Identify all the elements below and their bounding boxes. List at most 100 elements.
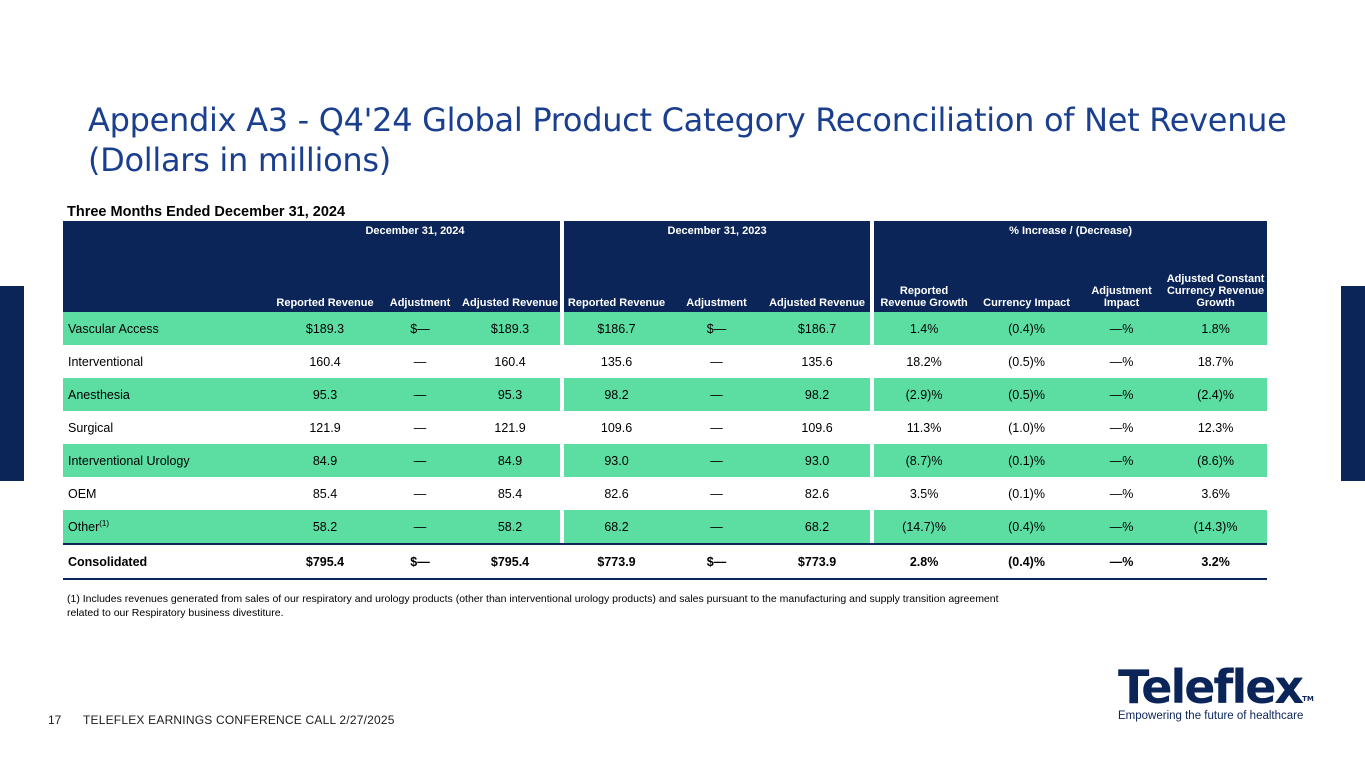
table-cell: $—: [380, 543, 460, 580]
page-title-line2: (Dollars in millions): [88, 141, 391, 179]
column-header-currency-impact: Currency Impact: [974, 241, 1080, 312]
table-cell: 109.6: [801, 420, 833, 435]
table-cell: (0.4)%: [974, 510, 1080, 544]
table-cell: 109.6: [600, 420, 633, 435]
table-cell: 95.3: [460, 378, 561, 411]
table-cell: —: [413, 486, 427, 501]
table-cell: —%: [1109, 420, 1134, 435]
table-cell: —: [380, 378, 460, 411]
table-cell: (2.9)%: [874, 378, 975, 411]
column-header-adjusted-revenue-2024: Adjusted Revenue: [460, 241, 561, 312]
column-header-reported-revenue-growth: Reported Revenue Growth: [874, 241, 975, 312]
table-cell: —: [669, 510, 765, 544]
table-cell: 98.2: [764, 378, 871, 411]
table-cell: —: [413, 354, 427, 369]
table-row: Interventional Urology 84.9—84.9 93.0—93.0…: [63, 444, 1268, 477]
table-cell: (0.4)%: [974, 543, 1080, 580]
table-cell: (0.4)%: [974, 312, 1080, 345]
table-cell: —%: [1079, 312, 1165, 345]
table-cell: $186.7: [764, 312, 871, 345]
table-cell: 1.4%: [874, 312, 975, 345]
logo-tagline: Empowering the future of healthcare: [1118, 710, 1304, 722]
table-cell: (0.1)%: [974, 444, 1080, 477]
row-label: Other(1): [63, 510, 270, 544]
table-cell: 95.3: [270, 378, 380, 411]
table-cell: —%: [1109, 354, 1134, 369]
table-cell: —: [669, 378, 765, 411]
row-label: Interventional Urology: [63, 444, 270, 477]
table-cell: (2.4)%: [1164, 378, 1268, 411]
teleflex-logo: TeleflexTM Empowering the future of heal…: [1118, 662, 1330, 722]
table-cell: 98.2: [564, 378, 670, 411]
table-cell: —: [380, 444, 460, 477]
column-header-blank: [63, 241, 270, 312]
table-cell: 135.6: [801, 354, 833, 369]
column-header-adjusted-revenue-2023: Adjusted Revenue: [764, 241, 871, 312]
table-cell: 2.8%: [874, 543, 975, 580]
table-cell: (0.1)%: [1008, 486, 1045, 501]
table-cell: —%: [1109, 486, 1134, 501]
table-cell: 58.2: [460, 510, 561, 544]
table-cell: —: [710, 354, 723, 369]
table-cell: —: [710, 420, 723, 435]
table-cell: 3.6%: [1201, 486, 1230, 501]
table-cell: 82.6: [804, 486, 830, 501]
table-row: Consolidated $795.4 $— $795.4 $773.9 $— $773.9…: [63, 543, 1268, 580]
table-cell: 3.5%: [909, 486, 939, 501]
logo-trademark: TM: [1302, 695, 1314, 703]
group-header-row: December 31, 2024 December 31, 2023 % In…: [63, 221, 1268, 241]
table-row: Anesthesia 95.3—95.3 98.2—98.2 (2.9)% (0.5)%…: [63, 378, 1268, 411]
table-cell: 160.4: [309, 354, 341, 369]
footnote: (1) Includes revenues generated from sal…: [67, 593, 999, 619]
table-cell: $189.3: [460, 312, 561, 345]
table-row: Interventional 160.4 — 160.4 135.6 — 135.6 18.2…: [63, 345, 1267, 378]
page-title-line1: Appendix A3 - Q4'24 Global Product Categ…: [88, 101, 1287, 139]
table-cell: $795.4: [270, 543, 380, 580]
footer-text: TELEFLEX EARNINGS CONFERENCE CALL 2/27/2…: [83, 713, 395, 727]
table-cell: 93.0: [564, 444, 670, 477]
table-cell: 84.9: [460, 444, 561, 477]
table-cell: 160.4: [494, 354, 526, 369]
table-cell: (8.6)%: [1164, 444, 1268, 477]
table-cell: —%: [1079, 378, 1165, 411]
table-cell: 18.2%: [906, 354, 942, 369]
row-label: Anesthesia: [63, 378, 270, 411]
page-number: 17: [48, 713, 62, 727]
table-cell: 3.2%: [1164, 543, 1268, 580]
table-cell: $186.7: [564, 312, 670, 345]
table-cell: 68.2: [564, 510, 670, 544]
table-cell: 85.4: [497, 486, 523, 501]
column-header-adj-cc-revenue-growth: Adjusted Constant Currency Revenue Growt…: [1164, 241, 1268, 312]
table-cell: 11.3%: [906, 420, 942, 435]
logo-wordmark: TeleflexTM: [1118, 660, 1314, 714]
table-cell: —%: [1079, 444, 1165, 477]
row-label: Surgical: [68, 420, 114, 435]
table-cell: $—: [669, 543, 765, 580]
column-header-adjustment-impact: Adjustment Impact: [1079, 241, 1165, 312]
table-cell: 12.3%: [1197, 420, 1234, 435]
table-cell: 1.8%: [1164, 312, 1268, 345]
table-cell: (0.5)%: [1008, 354, 1045, 369]
table-row: Surgical 121.9 — 121.9 109.6 — 109.6 11.3% (1.0)…: [63, 411, 1267, 444]
row-label: OEM: [68, 486, 97, 501]
reconciliation-table: December 31, 2024 December 31, 2023 % In…: [63, 221, 1268, 580]
table-cell: (0.5)%: [974, 378, 1080, 411]
table-cell: 82.6: [604, 486, 629, 501]
table-cell: —%: [1079, 510, 1165, 544]
table-body: Vascular Access $189.3 $— $189.3 $186.7 $— $18…: [63, 312, 1268, 580]
column-header-reported-revenue-2024: Reported Revenue: [270, 241, 380, 312]
group-header-blank: [63, 221, 270, 241]
group-header-pct-change: % Increase / (Decrease): [874, 221, 1268, 241]
table-caption: Three Months Ended December 31, 2024: [67, 204, 346, 220]
table-cell: 93.0: [764, 444, 871, 477]
table-cell: (14.7)%: [874, 510, 975, 544]
table-row: Other(1) 58.2—58.2 68.2—68.2 (14.7)% (0.4)% —…: [63, 510, 1268, 544]
table-cell: (1.0)%: [1008, 420, 1045, 435]
table-row: Vascular Access $189.3 $— $189.3 $186.7 $— $18…: [63, 312, 1268, 345]
row-label: Vascular Access: [63, 312, 270, 345]
table-cell: —: [710, 486, 723, 501]
table-cell: (8.7)%: [874, 444, 975, 477]
row-label: Interventional: [68, 354, 144, 369]
table-cell: 85.4: [312, 486, 338, 501]
row-label: Consolidated: [63, 543, 270, 580]
